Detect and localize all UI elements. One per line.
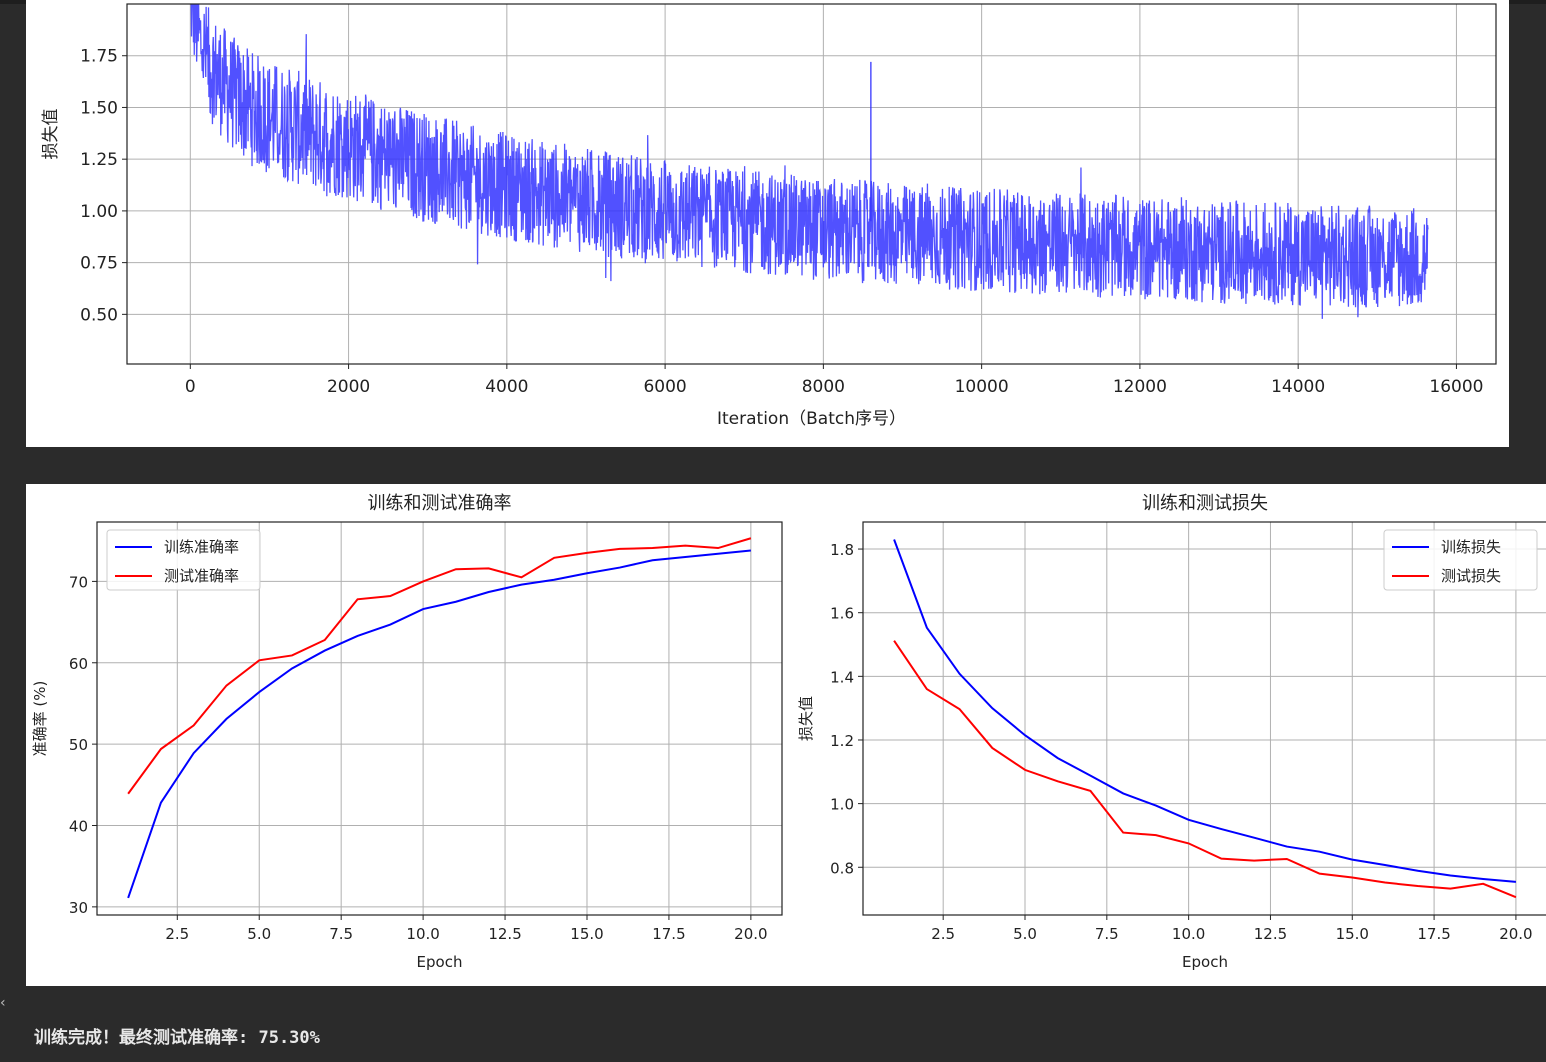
y-tick-label: 1.50 — [80, 98, 118, 118]
x-tick-label: 15.0 — [1336, 925, 1369, 943]
loss-series-line — [190, 4, 1429, 319]
x-tick-label: 4000 — [485, 377, 528, 397]
x-tick-label: 2000 — [327, 377, 370, 397]
collapse-output-icon[interactable]: ‹ — [0, 995, 6, 1011]
x-axis-label: Iteration（Batch序号） — [717, 409, 906, 429]
series-line-test — [127, 537, 752, 795]
y-tick-label: 1.4 — [830, 668, 854, 686]
x-tick-label: 8000 — [802, 377, 845, 397]
series-line-test — [893, 640, 1517, 899]
legend-label: 训练准确率 — [164, 538, 239, 556]
chart-title: 训练和测试损失 — [1142, 493, 1268, 514]
legend-label: 测试损失 — [1441, 567, 1501, 585]
x-axis-label: Epoch — [417, 953, 463, 971]
x-tick-label: 2.5 — [165, 925, 189, 943]
y-tick-label: 1.6 — [830, 605, 854, 623]
y-tick-label: 60 — [69, 655, 88, 673]
x-tick-label: 15.0 — [570, 925, 603, 943]
axes-frame — [96, 521, 783, 916]
x-tick-label: 5.0 — [247, 925, 271, 943]
y-axis-label: 准确率 (%) — [31, 681, 49, 757]
x-axis-label: Epoch — [1182, 953, 1228, 971]
x-tick-label: 12.5 — [488, 925, 521, 943]
axes-frame — [126, 3, 1497, 365]
series-line-train — [893, 539, 1516, 883]
x-tick-label: 10000 — [955, 377, 1009, 397]
x-tick-label: 0 — [185, 377, 196, 397]
chart-title: 训练和测试准确率 — [368, 493, 512, 514]
y-tick-label: 0.75 — [80, 254, 118, 274]
y-axis-label: 损失值 — [41, 109, 61, 160]
y-tick-label: 70 — [69, 573, 88, 591]
epoch-metrics-figure: 2.5 5.0 7.5 10.0 12.5 15.0 17.5 20.0 30 40 50 60 70 训… — [26, 484, 1546, 986]
epoch-metrics-charts: 2.5 5.0 7.5 10.0 12.5 15.0 17.5 20.0 30 40 50 60 70 训… — [31, 493, 1546, 971]
legend-label: 训练损失 — [1441, 538, 1501, 556]
x-tick-label: 2.5 — [931, 925, 955, 943]
x-tick-label: 12000 — [1113, 377, 1167, 397]
x-tick-label: 20.0 — [734, 925, 767, 943]
x-tick-label: 7.5 — [1095, 925, 1119, 943]
series-line-train — [127, 549, 751, 899]
x-tick-label: 17.5 — [652, 925, 685, 943]
x-tick-label: 10.0 — [1172, 925, 1205, 943]
x-tick-label: 12.5 — [1254, 925, 1287, 943]
y-tick-label: 1.75 — [80, 47, 118, 67]
iteration-loss-figure: 0 2000 4000 6000 8000 10000 12000 14000 16000 0.5… — [26, 0, 1509, 447]
y-axis-label: 损失值 — [797, 696, 815, 741]
x-tick-label: 17.5 — [1417, 925, 1450, 943]
x-tick-label: 10.0 — [406, 925, 439, 943]
iteration-loss-chart: 0 2000 4000 6000 8000 10000 12000 14000 16000 0.5… — [41, 3, 1497, 429]
y-tick-label: 0.8 — [830, 859, 854, 877]
y-tick-label: 1.00 — [80, 202, 118, 222]
x-tick-label: 6000 — [643, 377, 686, 397]
y-tick-label: 50 — [69, 736, 88, 754]
y-tick-label: 1.0 — [830, 796, 854, 814]
y-tick-label: 30 — [69, 899, 88, 917]
y-tick-label: 1.25 — [80, 150, 118, 170]
x-tick-label: 16000 — [1429, 377, 1483, 397]
legend-label: 测试准确率 — [164, 567, 239, 585]
y-tick-label: 1.2 — [830, 732, 854, 750]
y-tick-label: 0.50 — [80, 305, 118, 325]
axes-frame — [862, 521, 1546, 916]
training-complete-message: 训练完成！最终测试准确率: 75.30% — [34, 1028, 320, 1048]
y-tick-label: 40 — [69, 817, 88, 835]
x-tick-label: 7.5 — [329, 925, 353, 943]
x-tick-label: 14000 — [1271, 377, 1325, 397]
x-tick-label: 5.0 — [1013, 925, 1037, 943]
x-tick-label: 20.0 — [1499, 925, 1532, 943]
y-tick-label: 1.8 — [830, 541, 854, 559]
